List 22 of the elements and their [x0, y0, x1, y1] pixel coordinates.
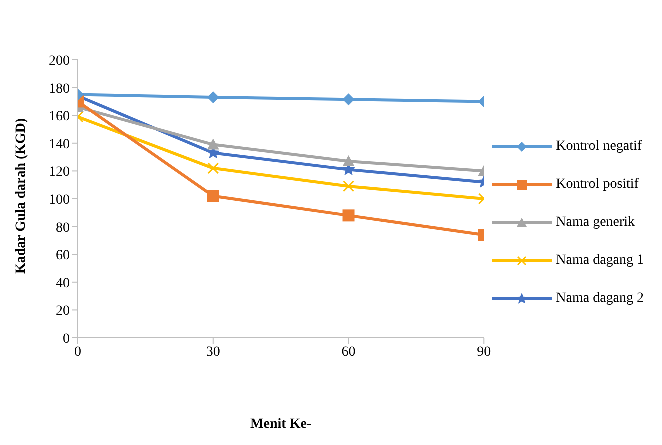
legend-label: Nama generik: [556, 215, 636, 231]
x-tick-label: 90: [477, 344, 492, 360]
y-tick-label: 0: [63, 332, 70, 347]
x-tick-label: 60: [342, 344, 356, 360]
y-tick-label: 180: [49, 82, 70, 97]
y-tick-label: 60: [56, 248, 70, 264]
y-tick-label: 120: [49, 165, 70, 180]
y-tick-label: 140: [49, 137, 70, 152]
y-tick-label: 80: [56, 220, 70, 236]
y-tick-label: 20: [56, 304, 70, 320]
y-tick-label: 100: [49, 192, 70, 208]
legend-label: Nama dagang 1: [556, 253, 644, 269]
y-tick-label: 40: [56, 276, 70, 292]
x-tick-label: 30: [206, 344, 220, 360]
legend-label: Kontrol negatif: [556, 139, 642, 155]
legend-label: Nama dagang 2: [556, 291, 644, 307]
y-tick-label: 200: [49, 54, 70, 69]
x-tick-label: 0: [74, 344, 82, 360]
y-axis-title: Kadar Gula darah (KGD): [14, 118, 29, 274]
x-axis-title: Menit Ke-: [250, 417, 312, 432]
y-tick-label: 160: [49, 110, 70, 125]
legend-label: Kontrol positif: [556, 177, 639, 193]
